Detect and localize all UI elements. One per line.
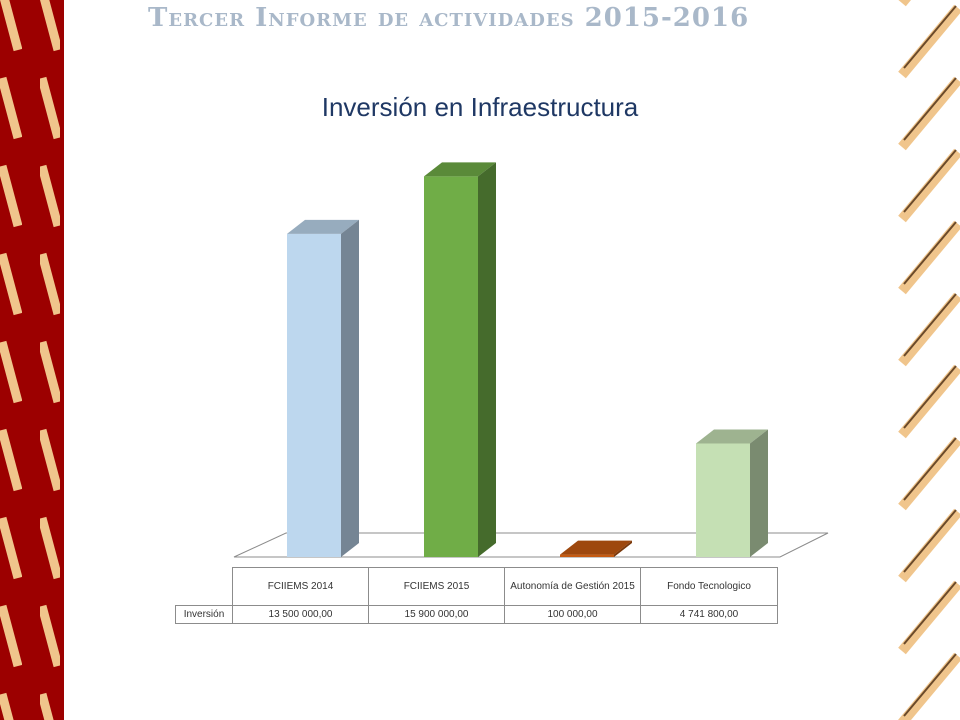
border-stripe-line bbox=[903, 581, 957, 645]
data-table-values-row: Inversión 13 500 000,00 15 900 000,00 10… bbox=[175, 605, 778, 624]
border-stripe bbox=[0, 0, 23, 52]
border-stripe bbox=[0, 340, 23, 404]
category-label: FCIIEMS 2014 bbox=[232, 567, 369, 606]
border-stripe bbox=[37, 692, 54, 720]
border-stripe bbox=[898, 364, 960, 439]
bar-front bbox=[560, 554, 614, 557]
data-table-corner bbox=[176, 568, 233, 606]
border-stripe bbox=[898, 148, 960, 223]
bar-front bbox=[424, 176, 478, 558]
border-stripe bbox=[898, 580, 960, 655]
bar bbox=[696, 429, 768, 557]
bar-top bbox=[696, 429, 768, 444]
border-stripe bbox=[0, 164, 23, 228]
bar-side bbox=[750, 429, 768, 557]
bar-side bbox=[341, 219, 359, 557]
value-label: 15 900 000,00 bbox=[368, 605, 505, 624]
border-stripe bbox=[37, 604, 63, 668]
series-name-label: Inversión bbox=[175, 605, 233, 624]
category-label: FCIIEMS 2015 bbox=[368, 567, 505, 606]
border-stripe-line bbox=[903, 149, 957, 213]
category-label: Autonomía de Gestión 2015 bbox=[504, 567, 641, 606]
border-stripe bbox=[37, 340, 63, 404]
bar-top bbox=[424, 162, 496, 177]
bar-front bbox=[287, 233, 341, 557]
bar bbox=[287, 219, 359, 557]
border-stripe bbox=[898, 652, 960, 720]
border-stripe bbox=[37, 516, 63, 580]
bar-side bbox=[478, 162, 496, 558]
bar bbox=[424, 162, 496, 558]
border-stripe bbox=[0, 428, 23, 492]
border-stripe bbox=[0, 516, 23, 580]
border-stripe bbox=[37, 76, 63, 140]
border-stripe-line bbox=[903, 293, 957, 357]
value-label: 13 500 000,00 bbox=[232, 605, 369, 624]
border-stripe bbox=[37, 252, 63, 316]
border-edge bbox=[60, 0, 64, 720]
border-stripe-line bbox=[903, 509, 957, 573]
border-stripe bbox=[0, 76, 23, 140]
border-stripe bbox=[898, 4, 960, 79]
border-stripe bbox=[0, 252, 23, 316]
border-stripe-line bbox=[903, 221, 957, 285]
bar bbox=[560, 540, 632, 557]
border-stripe-line bbox=[903, 77, 957, 141]
border-stripe bbox=[37, 164, 63, 228]
category-label: Fondo Tecnologico bbox=[640, 567, 778, 606]
bar-front bbox=[696, 443, 750, 557]
border-stripe bbox=[898, 76, 960, 151]
border-stripe-line bbox=[903, 653, 957, 717]
presentation-header-title: Tercer Informe de actividades 2015-2016 bbox=[148, 3, 750, 33]
value-label: 4 741 800,00 bbox=[640, 605, 778, 624]
border-stripe bbox=[898, 508, 960, 583]
bar-side bbox=[614, 540, 632, 557]
border-band bbox=[22, 0, 40, 720]
border-stripe bbox=[898, 436, 960, 511]
left-decorative-border bbox=[0, 0, 64, 720]
chart-title: Inversión en Infraestructura bbox=[321, 92, 639, 122]
border-stripe bbox=[0, 692, 14, 720]
data-table-header-row: FCIIEMS 2014 FCIIEMS 2015 Autonomía de G… bbox=[176, 567, 778, 606]
value-label: 100 000,00 bbox=[504, 605, 641, 624]
right-decorative-border bbox=[898, 0, 960, 720]
border-stripe bbox=[0, 604, 23, 668]
bar-top bbox=[287, 219, 359, 234]
bar-top bbox=[560, 540, 632, 555]
border-stripe-line bbox=[903, 365, 957, 429]
border-stripe bbox=[898, 292, 960, 367]
border-stripe-line bbox=[903, 437, 957, 501]
border-stripe-line bbox=[903, 5, 957, 69]
border-stripe bbox=[37, 428, 63, 492]
border-stripe bbox=[40, 0, 63, 52]
border-stripe bbox=[898, 220, 960, 295]
chart-data-table: FCIIEMS 2014 FCIIEMS 2015 Autonomía de G… bbox=[175, 567, 778, 624]
